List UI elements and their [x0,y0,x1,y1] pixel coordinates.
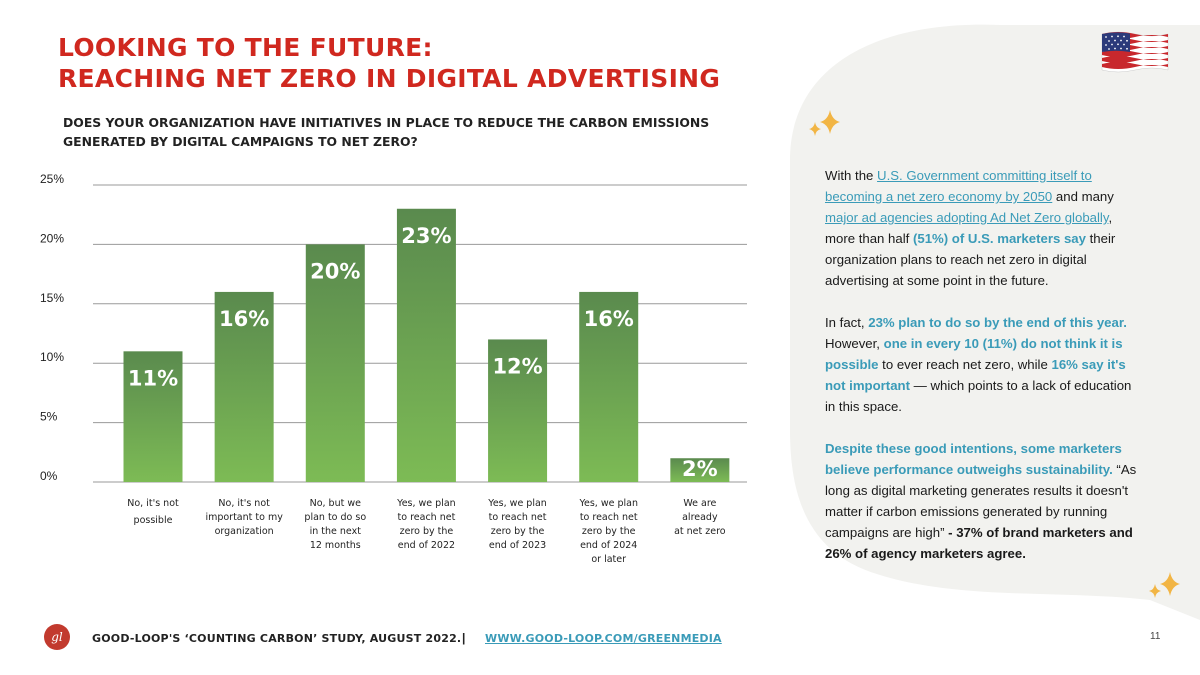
category-label-line: No, it's not [218,498,270,509]
text: to ever reach net zero, while [878,357,1052,372]
text: — which points to a lack of education in… [825,378,1132,414]
highlight: Despite these good intentions, some mark… [825,441,1122,477]
category-label-line: or later [591,554,626,565]
y-tick-label: 20% [40,231,64,245]
category-label: We are already at net zero [674,498,726,537]
y-tick-label: 10% [40,350,64,364]
data-label: 12% [492,354,542,378]
us-flag-icon [1101,31,1169,73]
text: and many [1052,189,1114,204]
highlight: (51%) of U.S. marketers say [912,231,1086,246]
quote: “As long as digital marketing generates … [825,462,1137,540]
category-label-line: No, it's not [127,498,179,509]
sparkle-icon [1149,572,1180,598]
category-label: Yes, we plan to reach net zero by the end o… [487,498,547,551]
paragraph-2: In fact, 23% plan to do so by the end of… [825,312,1145,417]
bar [670,458,730,482]
text: With the [825,168,878,183]
text: However, [825,336,884,351]
category-label-line: possible [134,515,173,526]
category-label-line: in the next [310,526,362,537]
category-label-line: already [682,512,718,523]
category-label: No, it's not possible [127,498,179,526]
highlight: one in every 10 (11%) do not think it is… [825,336,1123,372]
link-us-government[interactable]: U.S. Government committing itself to bec… [825,168,1092,204]
bar [579,291,639,482]
bar [123,351,183,482]
category-label-line: 12 months [310,540,361,551]
data-label: 16% [219,307,269,331]
category-label-line: to reach net [489,512,547,523]
paragraph-3: Despite these good intentions, some mark… [825,438,1145,564]
statistic: - 37% of brand marketers and 26% of agen… [825,525,1133,561]
category-label-line: zero by the [491,526,545,537]
category-label-line: plan to do so [304,512,366,523]
title-line-1: LOOKING TO THE FUTURE: [58,33,433,62]
bar-chart: 0% 5% 10% 15% 20% 25% 11% 16% 20% 23% 12% 16% 2% No… [40,172,747,565]
category-label-line: zero by the [400,526,454,537]
category-label-line: Yes, we plan [396,498,456,509]
footer-separator: | [462,631,466,645]
good-loop-logo: gl [44,624,70,650]
category-label-line: at net zero [674,526,726,537]
text: their organization plans to reach net ze… [825,231,1116,288]
category-label-line: end of 2024 [580,540,637,551]
bar [488,339,548,482]
text: In fact, [825,315,869,330]
title-line-2: REACHING NET ZERO IN DIGITAL ADVERTISING [58,64,721,93]
footer-study: GOOD-LOOP'S ‘COUNTING CARBON’ STUDY, AUG… [92,632,462,645]
category-label-line: important to my [205,512,283,523]
data-label: 23% [401,224,451,248]
category-label-line: end of 2022 [398,540,455,551]
category-label-line: Yes, we plan [487,498,547,509]
data-label: 11% [128,366,178,390]
text: , more than half [825,210,1113,246]
paragraph-1: With the U.S. Government committing itse… [825,165,1145,291]
category-label-line: organization [215,526,274,537]
y-tick-label: 15% [40,291,64,305]
highlight: 23% plan to do so by the end of this yea… [868,315,1127,330]
category-label-line: to reach net [580,512,638,523]
link-ad-net-zero[interactable]: major ad agencies adopting Ad Net Zero g… [825,210,1109,225]
category-label-line: end of 2023 [489,540,546,551]
category-label-line: We are [683,498,716,509]
y-tick-label: 5% [40,410,58,424]
survey-question: DOES YOUR ORGANIZATION HAVE INITIATIVES … [63,115,710,149]
data-label: 20% [310,259,360,283]
highlight: 16% say it's not important [825,357,1126,393]
bar [305,244,365,482]
category-label: No, but we plan to do so in the next 12 mon… [304,498,366,551]
bar [396,208,456,482]
sparkle-icon [809,110,840,136]
category-label-line: zero by the [582,526,636,537]
data-label: 16% [584,307,634,331]
y-tick-label: 25% [40,172,64,186]
category-label: No, it's not important to my organization [205,498,283,537]
category-label-line: No, but we [310,498,362,509]
category-label: Yes, we plan to reach net zero by the end o… [578,498,638,565]
category-label-line: Yes, we plan [578,498,638,509]
footer-url-link[interactable]: WWW.GOOD-LOOP.COM/GREENMEDIA [485,632,722,645]
page-number: 11 [1150,631,1161,642]
bar [214,291,274,482]
category-label: Yes, we plan to reach net zero by the end o… [396,498,456,551]
y-tick-label: 0% [40,469,58,483]
page-title: LOOKING TO THE FUTURE: REACHING NET ZERO… [58,32,720,94]
category-label-line: to reach net [398,512,456,523]
commentary: With the U.S. Government committing itse… [825,165,1145,585]
data-label: 2% [682,457,718,481]
